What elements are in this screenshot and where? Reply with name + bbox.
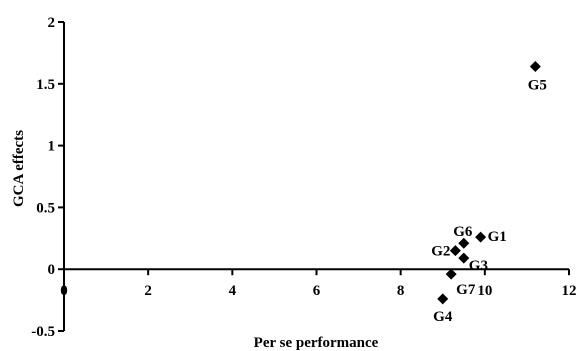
- data-point-g6: [458, 237, 470, 249]
- y-tick-label: 0.5: [36, 200, 55, 216]
- point-label-g4: G4: [433, 309, 453, 325]
- data-point-g2: [449, 245, 461, 257]
- data-point-g3: [458, 252, 470, 264]
- x-tick-label: 6: [313, 283, 321, 299]
- point-label-g7: G7: [456, 282, 476, 298]
- x-tick-label: 12: [562, 283, 577, 299]
- data-point-g5: [529, 60, 541, 72]
- y-tick-label: 2: [48, 15, 56, 31]
- point-label-g5: G5: [528, 77, 547, 93]
- chart-points: G1 G2 G3 G4 G5 G6 G7: [431, 60, 547, 325]
- data-point-g1: [475, 231, 487, 243]
- data-point-g4: [437, 293, 449, 305]
- y-tick-label: 1: [48, 139, 56, 155]
- x-tick-label: 4: [229, 283, 237, 299]
- y-axis-title: GCA effects: [11, 130, 27, 207]
- y-tick-label: 1.5: [36, 77, 55, 93]
- y-tick-label: 0: [48, 262, 56, 278]
- y-tick-label: -0.5: [31, 324, 55, 340]
- x-axis-title: Per se performance: [254, 335, 379, 351]
- point-label-g3: G3: [469, 258, 488, 274]
- point-label-g2: G2: [431, 244, 450, 260]
- x-tick-label: 2: [144, 283, 152, 299]
- chart-ticks: -0.5 0 0.5 1 1.5 2 0 2 4 6 8 10 12: [31, 15, 576, 340]
- x-tick-label: 10: [477, 283, 492, 299]
- point-label-g1: G1: [488, 229, 507, 245]
- point-label-g6: G6: [453, 224, 473, 240]
- data-point-g7: [445, 268, 457, 280]
- x-tick-label: 8: [397, 283, 405, 299]
- x-tick-label: 0: [60, 283, 68, 299]
